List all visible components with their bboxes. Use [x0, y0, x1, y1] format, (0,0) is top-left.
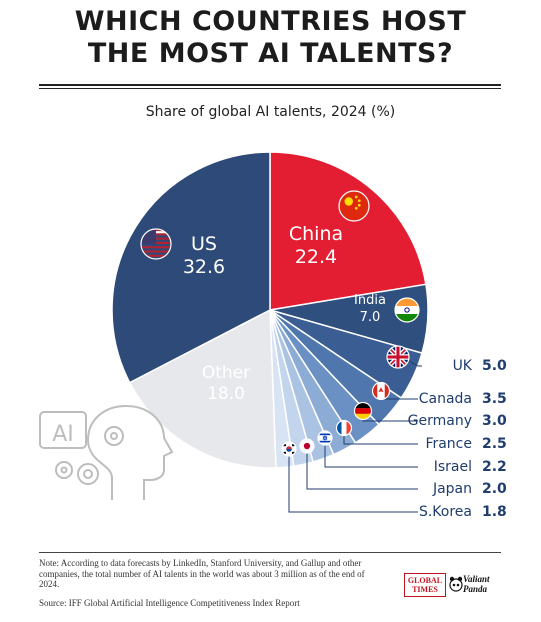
global-times-logo: GLOBAL TIMES: [404, 573, 446, 597]
canada-flag-icon: [371, 381, 391, 401]
slice-label-other: Other: [202, 363, 250, 383]
slice-value-india: 7.0: [360, 310, 381, 325]
callout-value-canada: 3.5: [482, 391, 507, 407]
china-flag-icon: [338, 190, 370, 222]
global-times-logo-line-2: TIMES: [412, 585, 438, 594]
footer-source: Source: IFF Global Artificial Intelligen…: [39, 598, 300, 608]
title-line-1: WHICH COUNTRIES HOST: [74, 6, 467, 37]
us-flag-icon: [140, 228, 172, 260]
callout-label-uk: UK: [453, 358, 473, 374]
callout-value-uk: 5.0: [482, 358, 507, 374]
callout-value-israel: 2.2: [482, 459, 507, 475]
india-flag-icon: [394, 297, 420, 323]
valiant-panda-line-1: Valiant: [463, 574, 490, 584]
title-rule: [39, 84, 501, 86]
slice-label-india: India: [354, 293, 386, 308]
callout-line-uk: [408, 360, 422, 367]
pie-slice-us: [111, 151, 271, 384]
valiant-panda-line-2: Panda: [463, 584, 488, 594]
footer-rule: [39, 552, 501, 553]
callout-label-s-korea: S.Korea: [419, 504, 472, 520]
callout-label-france: France: [425, 436, 472, 452]
pie-slice-china: [269, 151, 427, 311]
valiant-panda-text: Valiant Panda: [463, 574, 490, 594]
footer-note: Note: According to data forecasts by Lin…: [39, 558, 365, 589]
ai-icon-text: AI: [52, 422, 74, 447]
valiant-panda-logo: Valiant Panda: [449, 572, 503, 596]
callout-line-japan: [306, 453, 418, 490]
uk-flag-icon: [386, 345, 410, 369]
israel-flag-icon: [317, 430, 333, 446]
callout-line-france: [343, 435, 418, 445]
pie-slice-other: [128, 308, 277, 469]
slice-value-us: 32.6: [183, 256, 225, 278]
callout-label-japan: Japan: [432, 481, 472, 497]
page-title: WHICH COUNTRIES HOST THE MOST AI TALENTS…: [0, 6, 541, 70]
title-rule-thin: [39, 88, 501, 89]
callout-line-israel: [324, 445, 418, 468]
callout-value-japan: 2.0: [482, 481, 507, 497]
slice-value-other: 18.0: [207, 384, 245, 404]
callout-label-canada: Canada: [419, 391, 472, 407]
germany-flag-icon: [353, 401, 373, 421]
panda-icon: [449, 576, 463, 592]
france-flag-icon: [335, 419, 353, 437]
callout-value-germany: 3.0: [482, 413, 507, 429]
callout-line-s-korea: [288, 456, 418, 513]
callout-value-s-korea: 1.8: [482, 504, 507, 520]
callout-line-canada: [380, 398, 418, 400]
callout-value-france: 2.5: [482, 436, 507, 452]
slice-label-us: US: [191, 233, 217, 255]
ai-head-gears-icon: AI: [39, 404, 174, 500]
callout-label-israel: Israel: [434, 459, 472, 475]
slice-label-china: China: [289, 223, 343, 245]
japan-flag-icon: [299, 438, 315, 454]
chart-subtitle: Share of global AI talents, 2024 (%): [145, 104, 396, 120]
callout-label-germany: Germany: [408, 413, 472, 429]
global-times-logo-line-1: GLOBAL: [407, 576, 443, 585]
title-line-2: THE MOST AI TALENTS?: [87, 38, 454, 69]
south-korea-flag-icon: [281, 441, 297, 457]
slice-value-china: 22.4: [295, 246, 337, 268]
